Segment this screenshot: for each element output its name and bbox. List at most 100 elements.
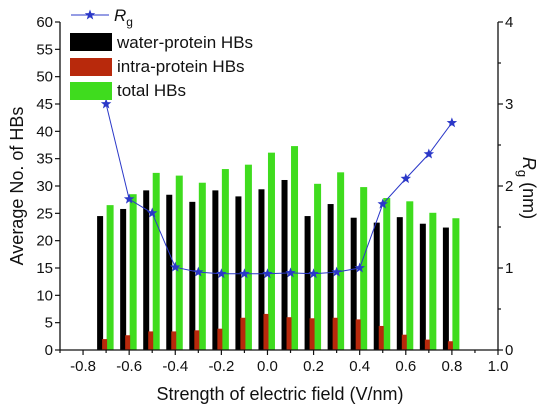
legend-intra-protein-swatch [70,58,112,76]
intra-protein-bar-8 [263,313,269,350]
y-tick-label-10: 45 [36,96,53,113]
x-tick-label-6: 0.2 [303,358,324,375]
water-protein-bar-4 [166,194,173,350]
y-tick-label-6: 25 [36,205,53,222]
water-protein-bar-9 [281,179,288,350]
intra-protein-bar-10 [309,318,315,350]
legend-water-protein-swatch [70,33,112,51]
water-protein-bar-16 [442,227,449,350]
total-bar-1 [106,205,114,350]
legend-star-icon [84,9,96,20]
water-protein-bar-5 [189,201,196,350]
water-protein-bar-6 [212,190,219,350]
rg-marker-9 [285,267,296,278]
intra-protein-bar-5 [194,330,200,350]
y2-axis-label: Rg (nm) [515,157,539,219]
intra-protein-bar-16 [447,341,453,350]
rg-marker-6 [216,268,227,279]
rg-marker-3 [146,207,158,218]
rg-marker-12 [354,262,365,273]
rg-line [105,103,453,275]
total-bar-14 [406,201,414,350]
ticks-layer [55,21,503,355]
intra-protein-bar-6 [217,328,223,350]
bars-layer [97,146,460,350]
y-tick-label-7: 30 [36,178,53,195]
y-tick-label-12: 55 [36,41,53,58]
legend-water-protein-label: water-protein HBs [116,33,253,52]
x-tick-label-7: 0.4 [349,358,370,375]
x-axis-label: Strength of electric field (V/nm) [156,384,403,404]
x-tick-label-10: 1.0 [488,358,509,375]
y2-tick-label-5: 4 [505,14,513,31]
rg-marker-16 [446,117,458,128]
rg-marker-8 [262,268,273,279]
y-tick-label-8: 35 [36,151,53,168]
total-bar-8 [267,152,275,350]
intra-protein-bar-13 [378,325,384,350]
rg-marker-15 [423,148,435,159]
x-tick-label-8: 0.6 [395,358,416,375]
rg-marker-5 [193,266,204,277]
legend-item-intra-protein: intra-protein HBs [70,57,245,76]
intra-protein-bar-12 [355,319,361,350]
x-tick-label-1: -0.8 [70,358,96,375]
legend-item-total: total HBs [70,81,186,100]
y2-axis-label-unit: (nm) [519,182,539,219]
total-bar-5 [198,182,206,350]
rg-marker-11 [331,266,342,277]
total-bar-11 [337,172,345,350]
x-tick-label-5: 0.0 [257,358,278,375]
rg-marker-10 [308,268,319,279]
water-protein-bar-8 [258,189,265,350]
water-protein-bar-14 [396,217,403,350]
x-tick-label-4: -0.2 [208,358,234,375]
water-protein-bar-15 [419,223,426,350]
water-protein-bar-10 [304,216,311,350]
y-tick-label-2: 5 [45,315,53,332]
legend-total-label: total HBs [117,81,186,100]
total-bar-4 [175,175,183,350]
total-bar-10 [314,183,322,350]
y2-axis-label-main: R [519,157,539,170]
y-axis-label: Average No. of HBs [7,107,27,266]
legend: Rg water-protein HBs intra-protein HBs t… [70,6,253,100]
total-bar-7 [244,164,252,350]
legend-rg-label-main: R [114,6,126,25]
y2-axis-label-sub: g [515,170,530,177]
water-protein-bar-12 [350,217,357,350]
legend-item-rg: Rg [71,6,133,29]
legend-total-swatch [70,82,112,100]
x-tick-label-9: 0.8 [441,358,462,375]
legend-item-water-protein: water-protein HBs [70,33,253,52]
intra-protein-bar-9 [286,317,292,350]
rg-marker-13 [377,198,388,209]
water-protein-bar-3 [143,190,150,350]
total-bar-15 [429,212,437,350]
intra-protein-bar-3 [148,331,154,350]
water-protein-bar-13 [373,222,380,350]
rg-line-layer [100,98,458,279]
legend-intra-protein-label: intra-protein HBs [117,57,245,76]
intra-protein-bar-1 [102,339,108,350]
x-tick-label-2: -0.6 [116,358,142,375]
total-bar-2 [129,194,137,350]
total-bar-12 [360,187,368,350]
tick-labels-layer: -0.8 -0.6 -0.4 -0.2 0.0 0.2 0.4 0.6 0.8 1.0051015… [36,14,513,375]
intra-protein-bar-2 [125,335,131,350]
total-bar-6 [221,169,229,350]
x-tick-label-3: -0.4 [162,358,188,375]
y-tick-label-13: 60 [36,14,53,31]
water-protein-bar-11 [327,204,334,350]
total-bar-9 [291,146,299,350]
legend-rg-label-sub: g [126,15,133,29]
y2-tick-label-2: 1 [505,260,513,277]
rg-marker-2 [123,193,135,204]
y-tick-label-11: 50 [36,69,53,86]
intra-protein-bar-7 [240,317,246,350]
y-tick-label-5: 20 [36,233,53,250]
y-tick-label-3: 10 [36,287,53,304]
y2-tick-label-1: 0 [505,342,513,359]
total-bar-13 [383,198,391,350]
